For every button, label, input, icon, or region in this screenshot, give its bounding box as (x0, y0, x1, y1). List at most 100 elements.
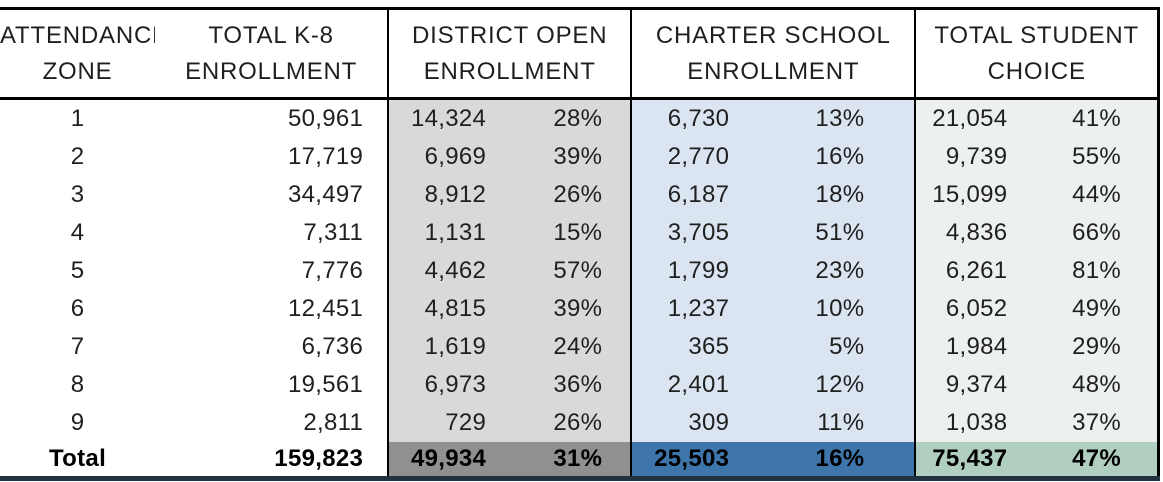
cell-choice-percent: 49% (1037, 290, 1161, 328)
header-total-student-choice: TOTAL STUDENT CHOICE (915, 7, 1161, 100)
cell-charter-percent: 13% (773, 98, 917, 138)
cell-district-percent: 39% (508, 290, 633, 328)
cell-choice-percent: 81% (1037, 252, 1161, 290)
cell-charter-percent: 23% (773, 252, 917, 290)
header-charter-line1: CHARTER SCHOOL (655, 21, 891, 49)
table-row: 5 7,776 4,462 57% 1,799 23% 6,261 81% (0, 252, 1161, 290)
cell-k8-enrollment: 159,823 (155, 442, 389, 481)
cell-district-percent: 31% (508, 442, 633, 481)
cell-district-percent: 36% (508, 366, 633, 404)
cell-charter-count: 2,770 (631, 138, 774, 176)
table-row: 1 50,961 14,324 28% 6,730 13% 21,054 41% (0, 98, 1161, 138)
cell-choice-count: 9,739 (915, 138, 1038, 176)
cell-choice-count: 1,038 (915, 404, 1038, 442)
cell-choice-count: 6,261 (915, 252, 1038, 290)
cell-charter-count: 1,799 (631, 252, 774, 290)
cell-district-percent: 26% (508, 404, 633, 442)
table-row: 4 7,311 1,131 15% 3,705 51% 4,836 66% (0, 214, 1161, 252)
cell-district-percent: 57% (508, 252, 633, 290)
header-choice-line2: CHOICE (987, 57, 1086, 85)
cell-zone: 9 (70, 409, 85, 436)
cell-charter-count: 365 (631, 328, 774, 366)
cell-zone: 1 (70, 105, 85, 132)
table-header: ATTENDANCE ZONE TOTAL K-8 ENROLLMENT DIS… (0, 7, 1161, 100)
cell-zone: 6 (70, 295, 85, 322)
cell-k8-enrollment: 50,961 (287, 105, 364, 132)
cell-charter-count: 1,237 (631, 290, 774, 328)
cell-zone: 2 (70, 143, 85, 170)
cell-choice-percent: 55% (1037, 138, 1161, 176)
cell-choice-count: 15,099 (915, 176, 1038, 214)
table-row: 9 2,811 729 26% 309 11% 1,038 37% (0, 404, 1161, 442)
cell-district-count: 1,619 (387, 328, 509, 366)
cell-charter-count: 6,187 (631, 176, 774, 214)
header-attendance-zone: ATTENDANCE ZONE (0, 7, 156, 100)
header-total-k8-line2: ENROLLMENT (185, 57, 358, 85)
cell-choice-count: 6,052 (915, 290, 1038, 328)
cell-zone: 4 (70, 219, 85, 246)
cell-charter-percent: 16% (773, 138, 917, 176)
cell-district-percent: 24% (508, 328, 633, 366)
header-choice-line1: TOTAL STUDENT (934, 21, 1139, 49)
cell-choice-percent: 41% (1037, 98, 1161, 138)
cell-k8-enrollment: 17,719 (287, 143, 364, 170)
cell-zone: 7 (70, 333, 85, 360)
cell-charter-percent: 10% (773, 290, 917, 328)
cell-choice-count: 4,836 (915, 214, 1038, 252)
cell-district-percent: 26% (508, 176, 633, 214)
cell-district-count: 49,934 (387, 442, 509, 481)
table-row: 3 34,497 8,912 26% 6,187 18% 15,099 44% (0, 176, 1161, 214)
cell-district-count: 6,969 (387, 138, 509, 176)
cell-k8-enrollment: 7,776 (301, 257, 364, 284)
cell-charter-count: 25,503 (631, 442, 774, 481)
cell-k8-enrollment: 12,451 (287, 295, 364, 322)
cell-zone: Total (0, 442, 156, 481)
table-total-row: Total 159,823 49,934 31% 25,503 16% 75,4… (0, 442, 1161, 481)
cell-choice-percent: 48% (1037, 366, 1161, 404)
cell-district-count: 8,912 (387, 176, 509, 214)
cell-k8-enrollment: 34,497 (287, 181, 364, 208)
cell-district-count: 1,131 (387, 214, 509, 252)
header-row: ATTENDANCE ZONE TOTAL K-8 ENROLLMENT DIS… (0, 7, 1161, 100)
cell-choice-percent: 29% (1037, 328, 1161, 366)
header-charter-line2: ENROLLMENT (687, 57, 860, 85)
cell-district-count: 6,973 (387, 366, 509, 404)
table-row: 8 19,561 6,973 36% 2,401 12% 9,374 48% (0, 366, 1161, 404)
header-district-open-enrollment: DISTRICT OPEN ENROLLMENT (387, 7, 633, 100)
cell-district-count: 14,324 (387, 98, 509, 138)
cell-charter-count: 6,730 (631, 98, 774, 138)
header-attendance-zone-line1: ATTENDANCE (0, 21, 156, 49)
cell-choice-percent: 66% (1037, 214, 1161, 252)
header-district-line2: ENROLLMENT (423, 57, 596, 85)
cell-k8-enrollment: 6,736 (301, 333, 364, 360)
table-body: 1 50,961 14,324 28% 6,730 13% 21,054 41%… (0, 98, 1161, 481)
table-row: 7 6,736 1,619 24% 365 5% 1,984 29% (0, 328, 1161, 366)
cell-district-percent: 28% (508, 98, 633, 138)
cell-zone: 5 (70, 257, 85, 284)
cell-charter-count: 309 (631, 404, 774, 442)
cell-charter-count: 2,401 (631, 366, 774, 404)
cell-charter-percent: 5% (773, 328, 917, 366)
cell-charter-percent: 12% (773, 366, 917, 404)
table-row: 2 17,719 6,969 39% 2,770 16% 9,739 55% (0, 138, 1161, 176)
cell-choice-count: 9,374 (915, 366, 1038, 404)
cell-choice-count: 21,054 (915, 98, 1038, 138)
cell-choice-count: 1,984 (915, 328, 1038, 366)
cell-zone: 8 (70, 371, 85, 398)
enrollment-table: ATTENDANCE ZONE TOTAL K-8 ENROLLMENT DIS… (0, 7, 1161, 481)
cell-zone: 3 (70, 181, 85, 208)
cell-charter-percent: 16% (773, 442, 917, 481)
header-attendance-zone-line2: ZONE (42, 57, 113, 85)
cell-k8-enrollment: 19,561 (287, 371, 364, 398)
cell-charter-percent: 11% (773, 404, 917, 442)
cell-district-count: 4,815 (387, 290, 509, 328)
cell-choice-percent: 37% (1037, 404, 1161, 442)
cell-k8-enrollment: 7,311 (303, 219, 364, 246)
cell-charter-percent: 18% (773, 176, 917, 214)
header-total-k8-line1: TOTAL K-8 (208, 21, 334, 49)
cell-district-count: 729 (387, 404, 509, 442)
header-total-k8-enrollment: TOTAL K-8 ENROLLMENT (155, 7, 389, 100)
cell-district-percent: 15% (508, 214, 633, 252)
cell-district-percent: 39% (508, 138, 633, 176)
cell-district-count: 4,462 (387, 252, 509, 290)
